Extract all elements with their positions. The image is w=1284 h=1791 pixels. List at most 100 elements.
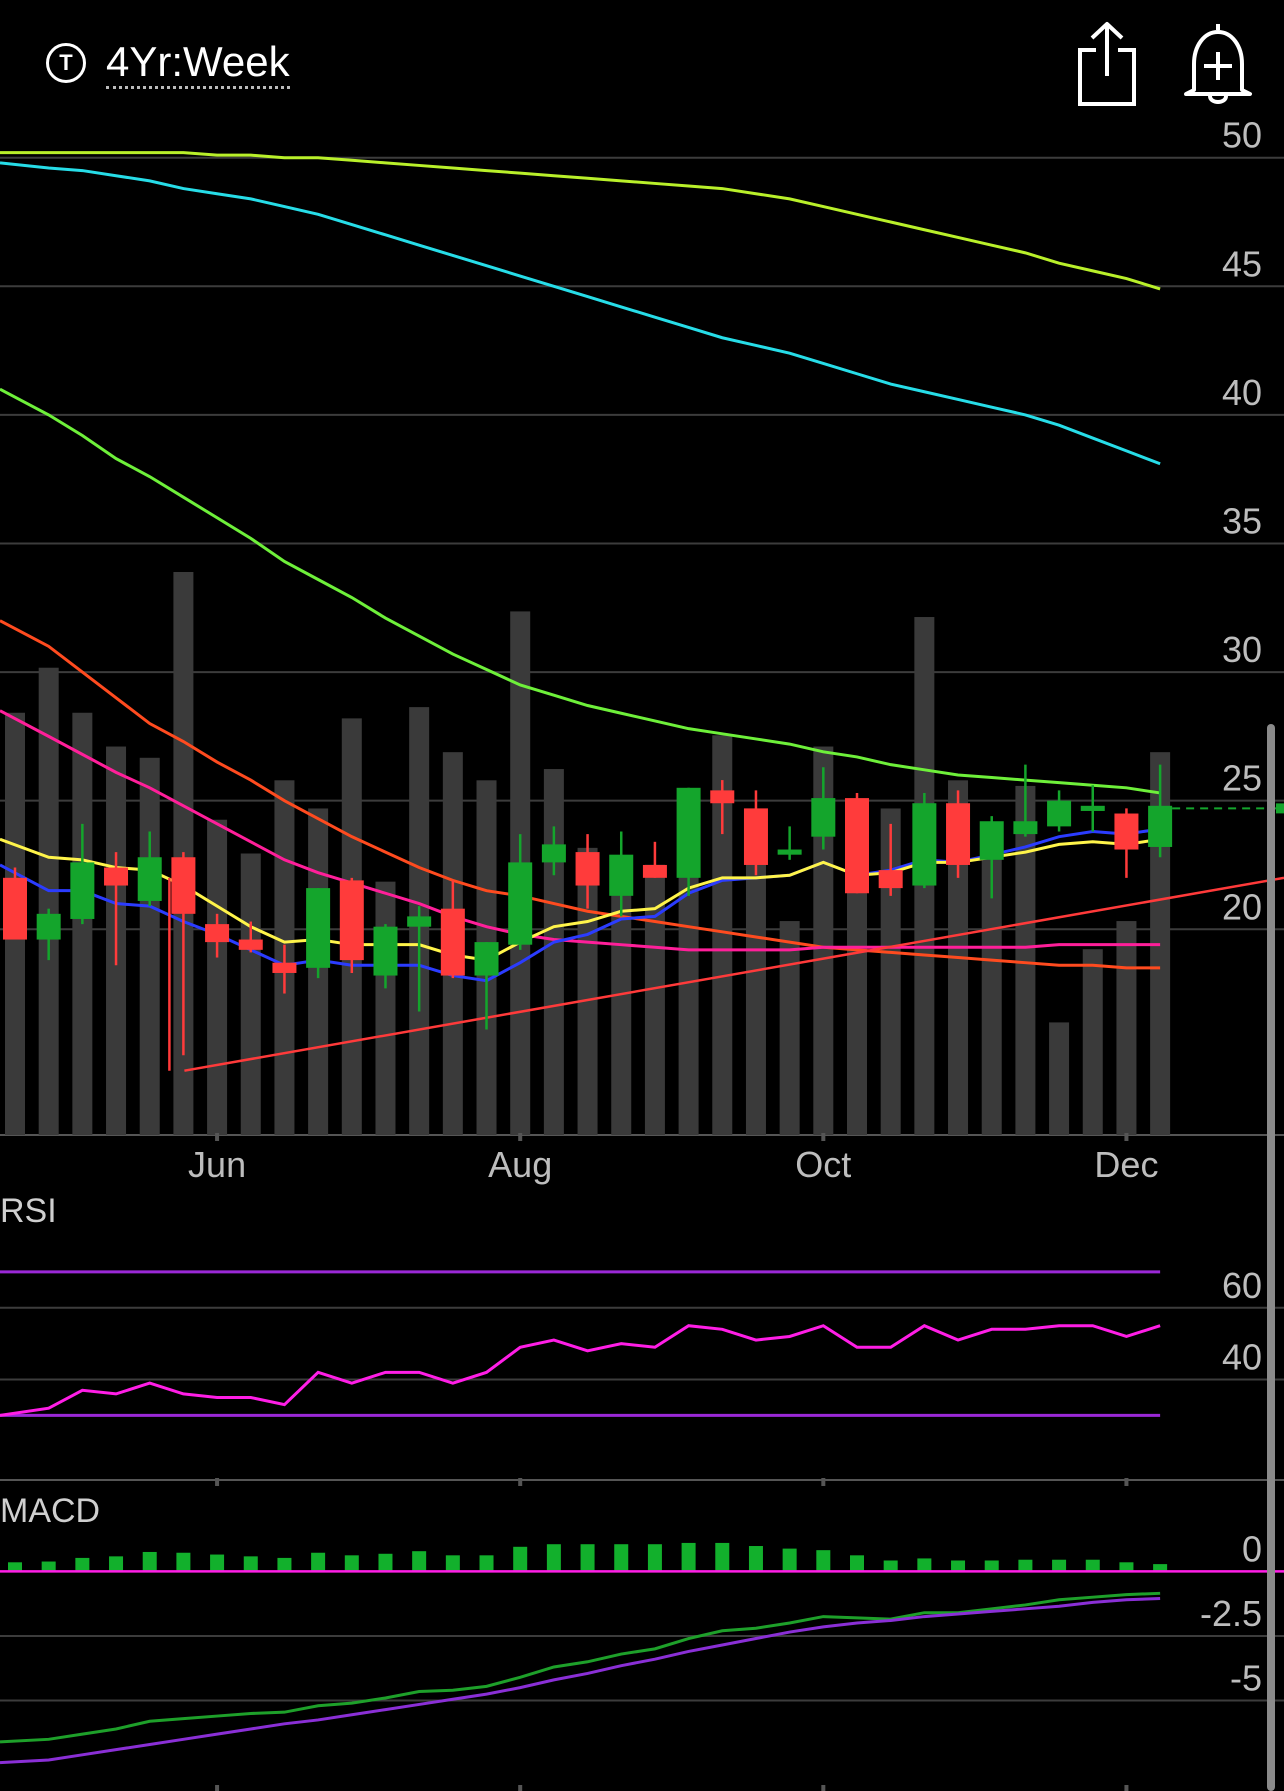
date-tick-label: Aug — [488, 1144, 552, 1185]
candle-body — [811, 798, 836, 837]
sma-cyan-line — [0, 161, 1161, 466]
candle-body — [541, 844, 566, 863]
volume-bar — [981, 847, 1002, 1135]
date-tick-label: Oct — [795, 1144, 851, 1185]
macd-histogram-bar — [412, 1551, 427, 1572]
candle-body — [508, 862, 533, 945]
macd-histogram-bar — [445, 1555, 460, 1572]
macd-histogram-bar — [782, 1548, 797, 1572]
candle-body — [306, 888, 331, 968]
volume-bar — [644, 864, 665, 1135]
candle-body — [70, 862, 95, 919]
timeframe-icon: T — [46, 43, 86, 83]
volume-bar — [139, 757, 160, 1135]
sma-orange-line — [0, 619, 1161, 970]
candle-body — [710, 790, 735, 804]
volume-bar — [1049, 1022, 1070, 1135]
macd-histogram-bar — [142, 1551, 157, 1572]
macd-histogram-bar — [614, 1544, 629, 1572]
candle-body — [1080, 805, 1105, 811]
rsi-title: RSI — [0, 1192, 57, 1230]
candle-body — [1148, 805, 1173, 847]
macd-histogram-bar — [109, 1556, 124, 1572]
candle-body — [676, 787, 701, 878]
rsi-line — [0, 1324, 1161, 1417]
candle-body — [3, 877, 27, 940]
volume-bar — [880, 808, 901, 1135]
sma-magenta-line — [0, 709, 1161, 952]
sma-green-line — [0, 387, 1161, 795]
macd-histogram-bar — [75, 1557, 90, 1572]
macd-histogram-bar — [8, 1562, 22, 1572]
volume-bar — [611, 859, 632, 1135]
candle-body — [339, 880, 364, 961]
volume-bar — [1116, 921, 1137, 1135]
candle-body — [946, 803, 971, 865]
timeframe-label[interactable]: 4Yr:Week — [106, 38, 290, 89]
rsi-panel: 60 40 — [0, 1265, 1284, 1486]
macd-histogram-bar — [647, 1544, 662, 1572]
price-tick-label: 20 — [1222, 886, 1262, 927]
rsi-tick-label: 40 — [1222, 1337, 1262, 1378]
volume-bar — [678, 864, 699, 1135]
candle-body — [272, 962, 297, 973]
volume-bar — [240, 853, 261, 1135]
candle-body — [104, 867, 129, 886]
date-axis: Jun Aug Oct Dec — [188, 1133, 1158, 1185]
macd-histogram-bar — [41, 1561, 56, 1572]
macd-signal-line — [0, 1596, 1161, 1765]
candle-body — [642, 864, 667, 878]
volume-bar — [38, 667, 59, 1135]
macd-histogram-bar — [277, 1557, 292, 1572]
macd-histogram-bar — [1119, 1562, 1134, 1572]
timeframe-selector[interactable]: T 4Yr:Week — [46, 38, 290, 89]
candle-body — [373, 926, 398, 976]
macd-histogram-bar — [243, 1556, 258, 1572]
macd-histogram-bar — [917, 1558, 932, 1572]
macd-histogram-bar — [513, 1546, 528, 1572]
volume-bar — [847, 819, 867, 1135]
price-tick-label: 35 — [1222, 500, 1262, 541]
volume-bar — [712, 735, 733, 1135]
macd-histogram-bar — [816, 1550, 831, 1572]
macd-tick-label: -2.5 — [1200, 1593, 1262, 1634]
candle-body — [777, 849, 802, 855]
candle-body — [171, 857, 196, 914]
candle-body — [845, 798, 869, 894]
macd-histogram-bar — [1085, 1559, 1100, 1572]
macd-histogram-bar — [883, 1560, 898, 1572]
chart-scrollbar[interactable] — [1267, 724, 1275, 1791]
macd-tick-label: 0 — [1242, 1528, 1262, 1569]
volume-bar — [543, 769, 564, 1135]
macd-histogram-bar — [748, 1546, 763, 1572]
candle-body — [36, 913, 61, 940]
macd-histogram-bar — [378, 1553, 393, 1572]
price-tick-label: 45 — [1222, 243, 1262, 284]
volume-bar — [1015, 785, 1036, 1135]
macd-histogram-bar — [546, 1544, 561, 1572]
volume-bar — [745, 853, 766, 1135]
macd-tick-label: -5 — [1230, 1658, 1262, 1699]
price-tick-label: 50 — [1222, 115, 1262, 156]
date-tick-label: Jun — [188, 1144, 246, 1185]
volume-bar — [813, 746, 834, 1135]
candle-body — [474, 942, 499, 976]
candle-body — [979, 821, 1004, 860]
macd-histogram-bar — [479, 1555, 494, 1572]
candle-body — [137, 857, 162, 901]
candle-body — [238, 939, 263, 950]
macd-histogram-bar — [580, 1544, 595, 1572]
candlesticks — [3, 764, 1173, 1056]
add-alert-bell-icon[interactable] — [1180, 20, 1256, 106]
macd-histogram-bar — [681, 1542, 696, 1572]
candle-body — [878, 870, 903, 889]
rsi-tick-label: 60 — [1222, 1265, 1262, 1306]
candle-body — [440, 908, 465, 976]
price-axis: 50 45 40 35 30 25 20 — [1222, 115, 1262, 928]
macd-histogram-bar — [951, 1560, 966, 1572]
share-icon[interactable] — [1072, 20, 1142, 106]
sma-lime-line — [0, 151, 1161, 291]
volume-bar — [375, 881, 396, 1135]
candle-body — [407, 916, 432, 927]
